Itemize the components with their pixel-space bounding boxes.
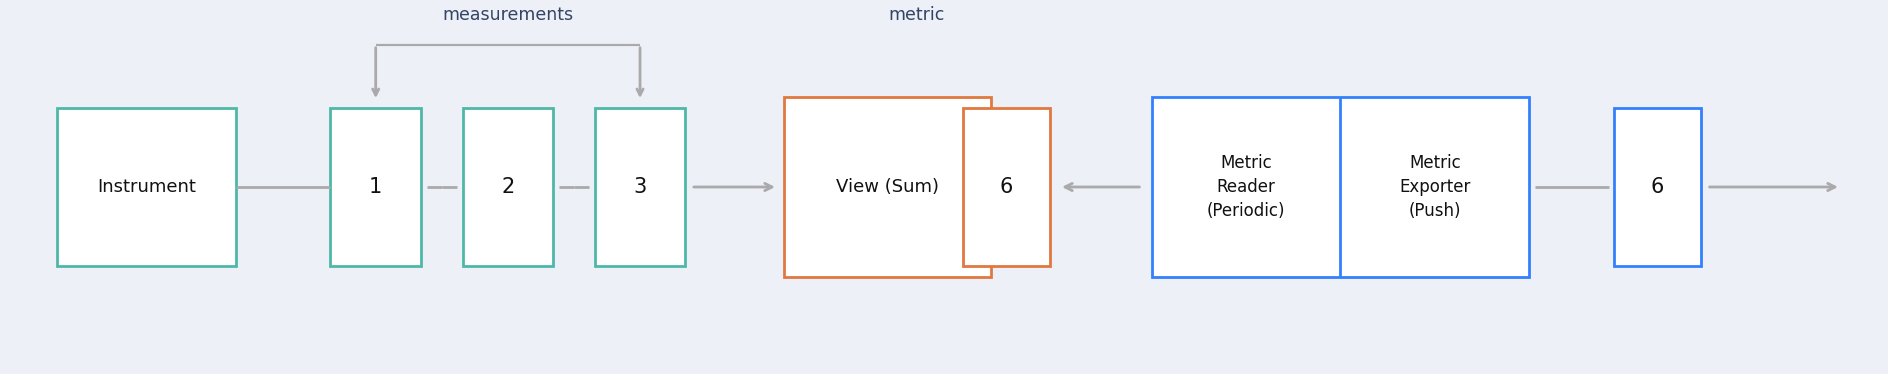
FancyBboxPatch shape xyxy=(330,108,421,266)
Text: Metric
Reader
(Periodic): Metric Reader (Periodic) xyxy=(1206,154,1286,220)
Text: 2: 2 xyxy=(500,177,515,197)
Text: metric: metric xyxy=(889,6,944,24)
Text: Metric
Exporter
(Push): Metric Exporter (Push) xyxy=(1399,154,1471,220)
Text: 1: 1 xyxy=(368,177,383,197)
FancyBboxPatch shape xyxy=(963,108,1050,266)
FancyBboxPatch shape xyxy=(463,108,553,266)
FancyBboxPatch shape xyxy=(57,108,236,266)
Text: 6: 6 xyxy=(1650,177,1665,197)
FancyBboxPatch shape xyxy=(595,108,685,266)
Text: 3: 3 xyxy=(632,177,648,197)
FancyBboxPatch shape xyxy=(784,97,991,277)
FancyBboxPatch shape xyxy=(1152,97,1529,277)
FancyBboxPatch shape xyxy=(1614,108,1701,266)
Text: 6: 6 xyxy=(999,177,1014,197)
Text: View (Sum): View (Sum) xyxy=(836,178,938,196)
Text: Instrument: Instrument xyxy=(96,178,196,196)
Text: measurements: measurements xyxy=(442,6,574,24)
